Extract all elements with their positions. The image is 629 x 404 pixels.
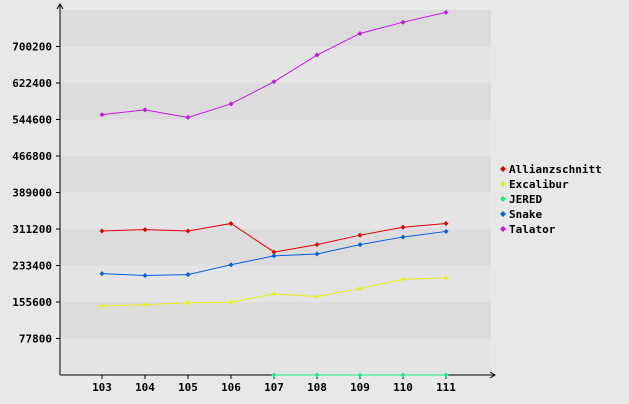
data-point <box>99 112 105 118</box>
legend-label: Talator <box>509 223 556 236</box>
data-point <box>185 228 191 234</box>
data-point <box>142 227 148 233</box>
x-tick-label: 110 <box>393 381 413 394</box>
data-point <box>228 220 234 226</box>
grid-band <box>60 265 491 302</box>
data-point <box>314 52 320 58</box>
y-tick-label: 389000 <box>12 187 52 200</box>
data-point <box>357 30 363 36</box>
series-lines <box>99 9 449 378</box>
x-tick-label: 105 <box>178 381 198 394</box>
x-axis-ticks: 103 104 105 106 107 108 109 110 111 <box>92 375 456 394</box>
data-point <box>400 372 406 378</box>
grid-band <box>60 119 491 156</box>
y-tick-label: 700200 <box>12 41 52 54</box>
legend-label: Allianzschnitt <box>509 163 602 176</box>
legend-marker <box>500 181 506 187</box>
data-point <box>400 19 406 25</box>
grid-band <box>60 46 491 83</box>
data-point <box>185 114 191 120</box>
grid-band <box>60 302 491 339</box>
data-point <box>314 372 320 378</box>
y-tick-label: 155600 <box>12 296 52 309</box>
x-axis-arrow <box>489 371 496 379</box>
y-tick-label: 622400 <box>12 77 52 90</box>
grid-bands <box>60 10 491 375</box>
data-point <box>443 220 449 226</box>
data-point <box>443 275 449 281</box>
data-point <box>228 101 234 107</box>
grid-band <box>60 338 491 375</box>
data-point <box>99 271 105 277</box>
data-point <box>228 262 234 268</box>
data-point <box>314 294 320 300</box>
data-point <box>443 9 449 15</box>
legend-marker <box>500 196 506 202</box>
y-axis-ticks: 77800 155600 233400 311200 389000 466800 54460… <box>12 41 60 346</box>
series-talator <box>99 9 449 120</box>
data-point <box>314 251 320 257</box>
legend: Allianzschnitt Excalibur JERED Snake Talator <box>500 163 602 236</box>
legend-marker <box>500 211 506 217</box>
data-point <box>400 234 406 240</box>
legend-label: JERED <box>509 193 542 206</box>
grid-band <box>60 10 491 47</box>
series-snake <box>99 228 449 279</box>
legend-marker <box>500 226 506 232</box>
y-tick-label: 544600 <box>12 114 52 127</box>
data-point <box>142 107 148 113</box>
data-point <box>142 302 148 308</box>
x-tick-label: 103 <box>92 381 112 394</box>
data-point <box>271 79 277 85</box>
legend-item: Talator <box>500 223 556 236</box>
data-point <box>357 286 363 292</box>
grid-band <box>60 83 491 120</box>
y-tick-label: 311200 <box>12 223 52 236</box>
x-tick-label: 107 <box>264 381 284 394</box>
series-allianzschnitt <box>99 220 449 255</box>
data-point <box>185 272 191 278</box>
series-jered <box>271 372 449 378</box>
data-point <box>271 291 277 297</box>
data-point <box>99 303 105 309</box>
data-point <box>142 273 148 279</box>
data-point <box>228 299 234 305</box>
data-point <box>185 300 191 306</box>
x-tick-label: 106 <box>221 381 241 394</box>
grid-band <box>60 156 491 193</box>
data-point <box>357 232 363 238</box>
series-excalibur <box>99 275 449 309</box>
grid-band <box>60 192 491 229</box>
data-point <box>400 224 406 230</box>
legend-item: JERED <box>500 193 542 206</box>
y-axis-arrow <box>56 3 64 10</box>
data-point <box>443 372 449 378</box>
legend-item: Allianzschnitt <box>500 163 602 176</box>
data-point <box>443 228 449 234</box>
data-point <box>271 253 277 259</box>
data-point <box>357 372 363 378</box>
x-tick-label: 109 <box>350 381 370 394</box>
data-point <box>99 228 105 234</box>
data-point <box>357 242 363 248</box>
data-point <box>400 276 406 282</box>
x-tick-label: 108 <box>307 381 327 394</box>
data-point <box>314 242 320 248</box>
legend-item: Excalibur <box>500 178 569 191</box>
legend-label: Snake <box>509 208 542 221</box>
legend-marker <box>500 166 506 172</box>
x-tick-label: 111 <box>436 381 456 394</box>
data-point <box>271 249 277 255</box>
legend-label: Excalibur <box>509 178 569 191</box>
x-tick-label: 104 <box>135 381 155 394</box>
y-tick-label: 233400 <box>12 260 52 273</box>
y-tick-label: 466800 <box>12 150 52 163</box>
y-tick-label: 77800 <box>19 333 52 346</box>
legend-item: Snake <box>500 208 542 221</box>
data-point <box>271 372 277 378</box>
